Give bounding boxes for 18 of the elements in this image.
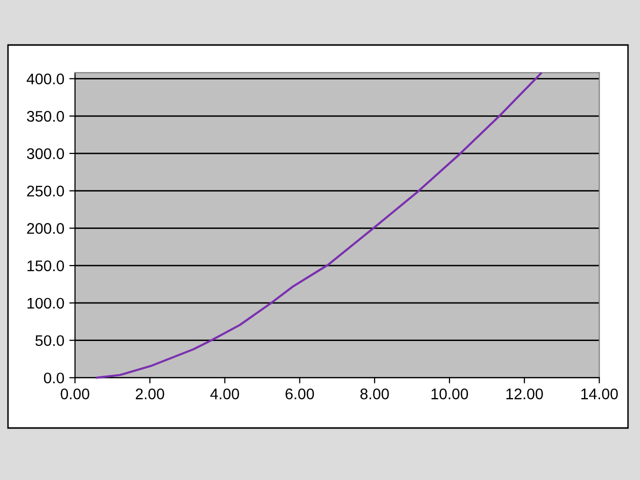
x-tick-label: 4.00	[210, 388, 240, 400]
y-tick-label: 150.0	[28, 260, 64, 272]
x-tick-label: 12.00	[506, 388, 543, 400]
x-tick-label: 0.00	[60, 388, 90, 400]
x-tick-label: 8.00	[360, 388, 389, 400]
x-tick-label: 14.00	[581, 388, 618, 400]
y-tick-label: 100.0	[28, 298, 64, 309]
y-tick-label: 250.0	[27, 186, 64, 196]
y-tick-label: 400.0	[26, 74, 64, 84]
y-tick-label: 50.0	[35, 335, 64, 346]
y-tick-label: 300.0	[26, 148, 64, 160]
y-tick-label: 350.0	[26, 110, 64, 122]
x-tick-label: 2.00	[136, 388, 164, 400]
x-tick-label: 6.00	[286, 388, 314, 400]
y-tick-label: 200.0	[27, 223, 64, 234]
y-tick-label: 0.0	[44, 372, 64, 384]
line-series	[96, 72, 542, 379]
x-tick-label: 10.00	[432, 388, 468, 400]
